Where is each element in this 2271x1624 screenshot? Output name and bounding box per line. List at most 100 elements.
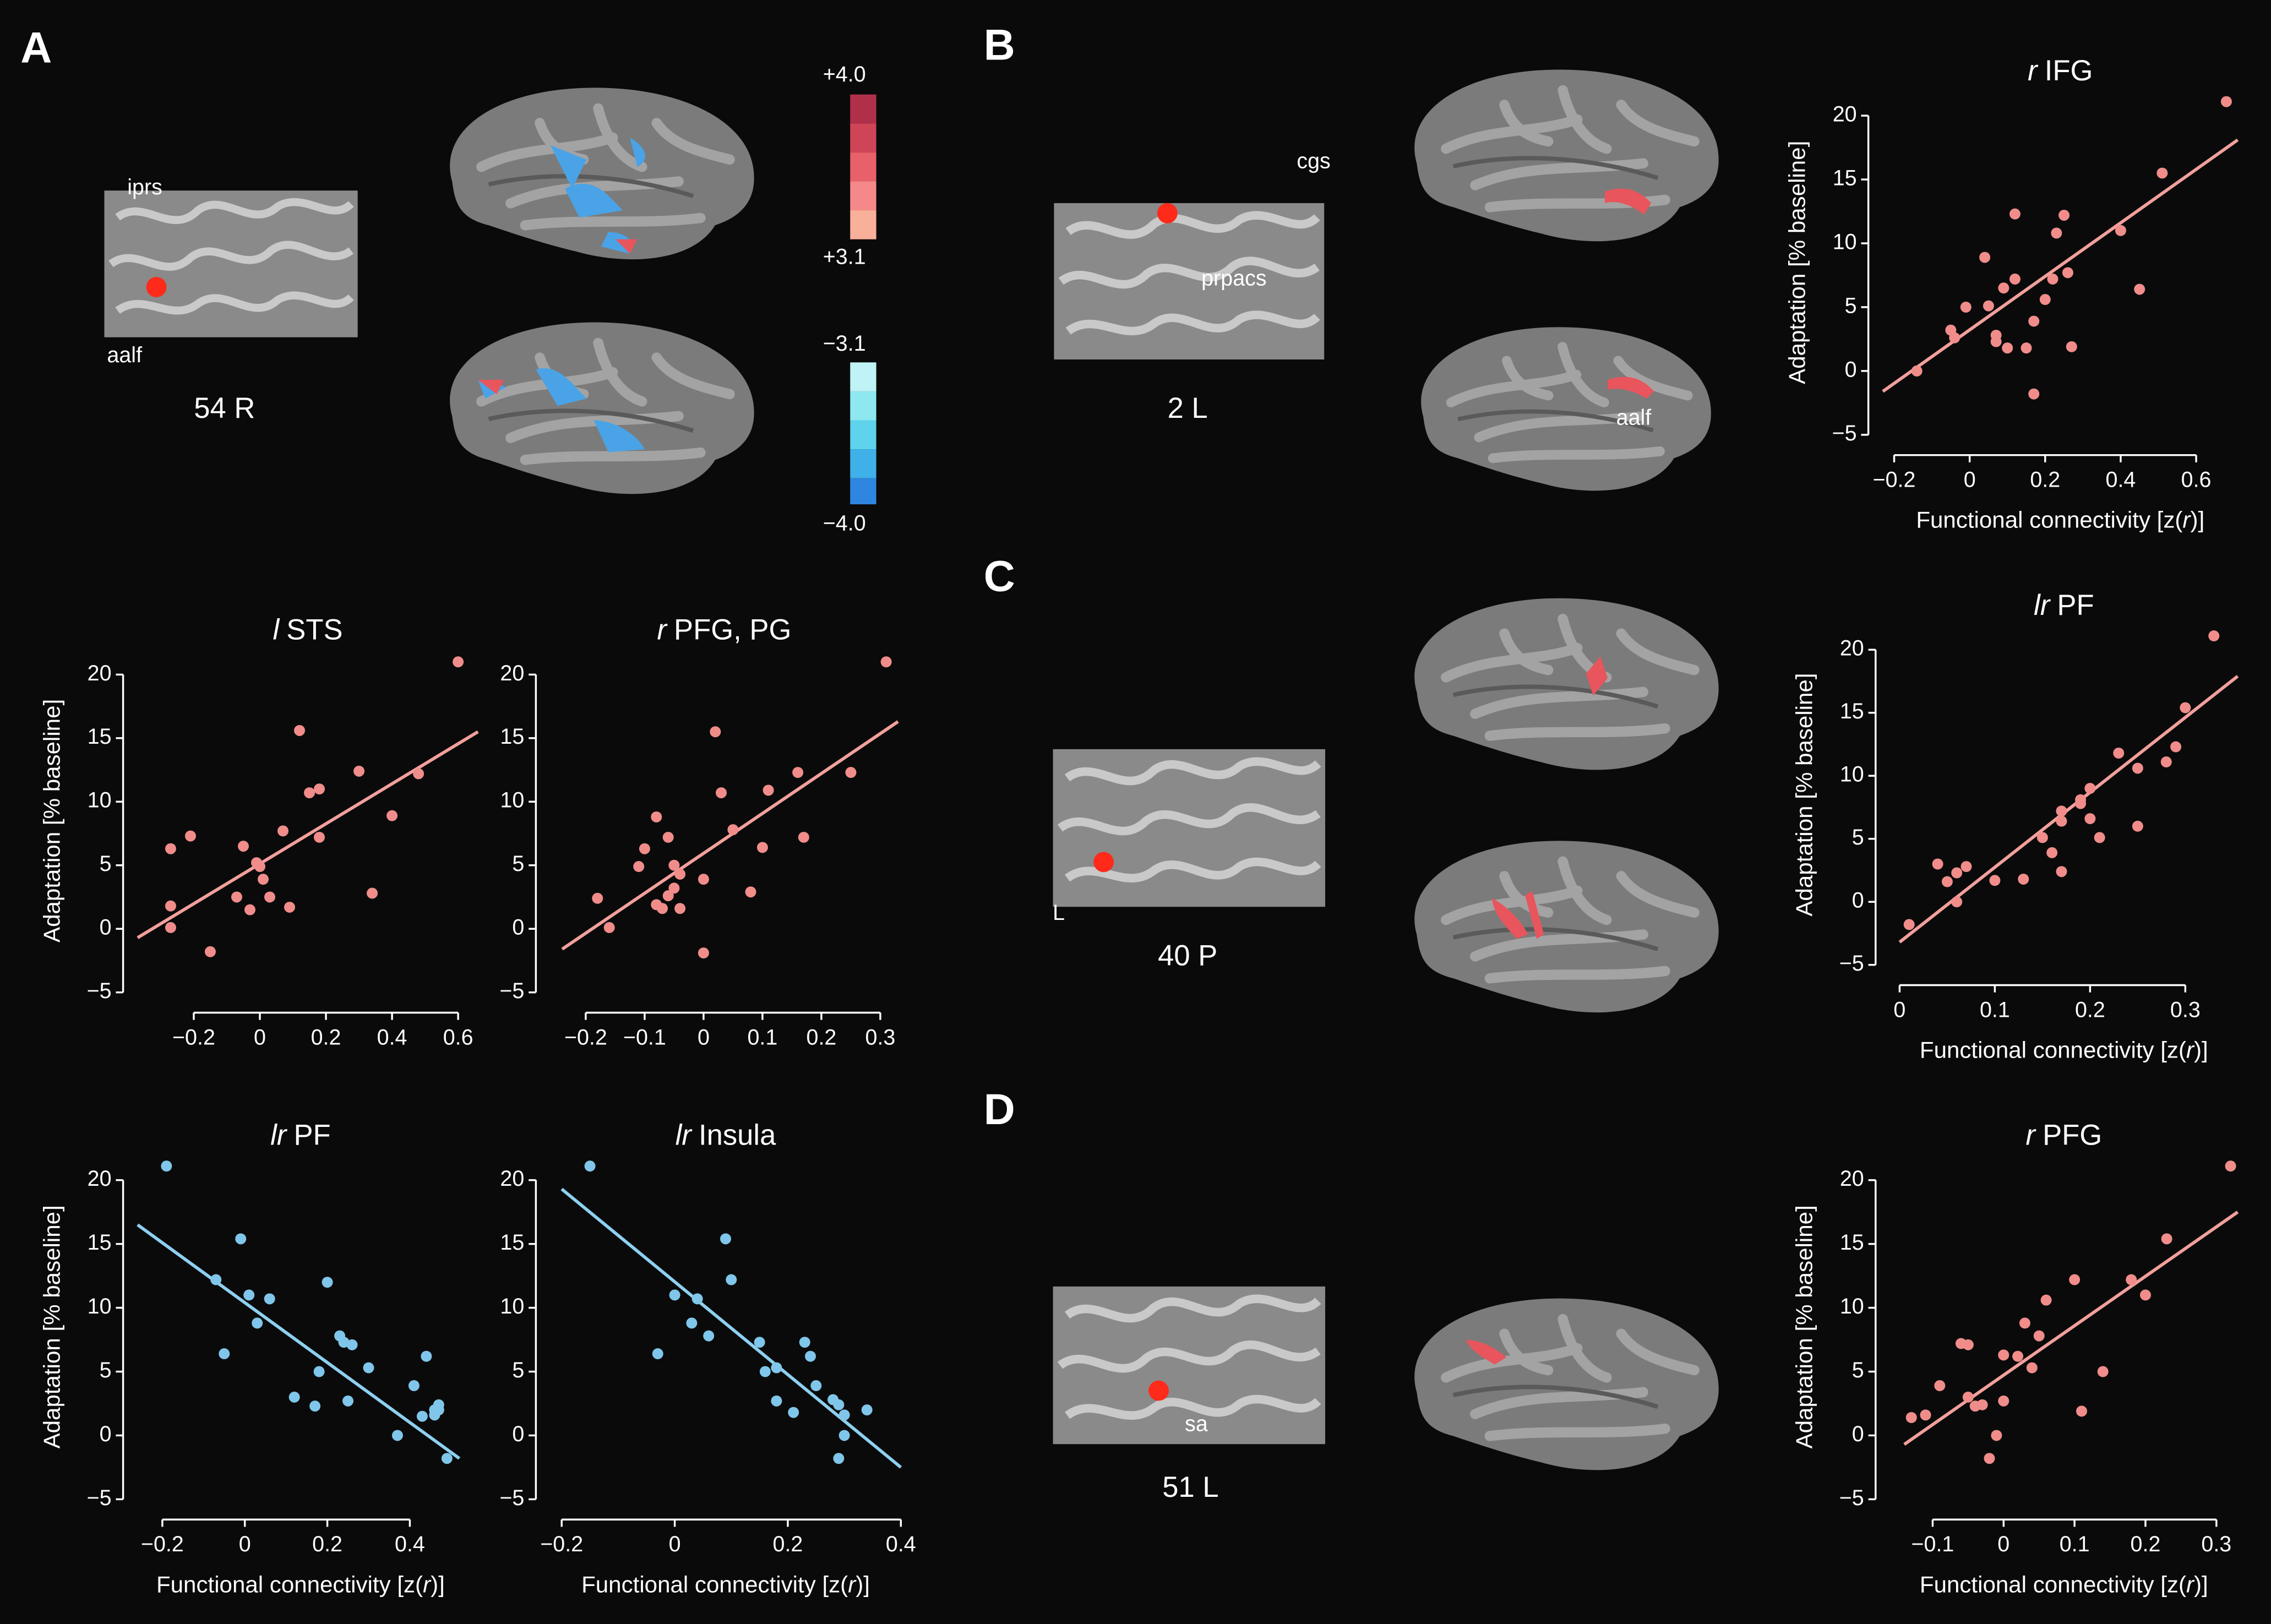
point — [2139, 1289, 2151, 1301]
y-tick-label: 5 — [1852, 825, 1864, 849]
y-axis-label: Adaptation [% baseline] — [1791, 1205, 1817, 1448]
point — [662, 890, 674, 902]
y-tick-label: −5 — [1839, 1486, 1864, 1510]
point — [2056, 866, 2067, 878]
x-tick-label: 0 — [239, 1532, 251, 1556]
title-text: Insula — [699, 1119, 776, 1152]
point — [2021, 342, 2032, 354]
point — [2132, 820, 2143, 832]
x-tick-label: 0.2 — [2030, 467, 2060, 492]
point — [838, 1430, 850, 1441]
point — [1941, 876, 1953, 887]
point — [633, 861, 645, 873]
x-tick-label: 0.4 — [377, 1025, 407, 1049]
y-tick-label: −5 — [87, 979, 112, 1003]
point — [759, 1366, 771, 1377]
point — [1998, 282, 2009, 294]
chart-title: lr PF — [2034, 589, 2094, 622]
point — [1905, 1412, 1917, 1424]
x-tick-label: −0.2 — [564, 1025, 607, 1049]
point — [314, 831, 325, 843]
point — [1998, 1349, 2009, 1361]
point — [165, 922, 176, 933]
point — [662, 831, 674, 843]
annotation: L — [1053, 901, 1065, 925]
y-tick-label: 5 — [512, 852, 524, 876]
x-label-part: r — [423, 1571, 432, 1597]
point — [657, 903, 668, 914]
panel-label: A — [20, 24, 52, 72]
y-tick-label: −5 — [87, 1486, 112, 1510]
point — [833, 1453, 845, 1464]
point — [2113, 748, 2125, 759]
x-tick-label: 0.3 — [2201, 1532, 2231, 1556]
title-italic: l — [273, 613, 280, 646]
point — [1979, 252, 1991, 263]
point — [727, 824, 739, 836]
y-tick-label: −5 — [499, 979, 524, 1003]
y-axis-label: Adaptation [% baseline] — [39, 699, 64, 942]
y-tick-label: 5 — [1845, 293, 1857, 318]
point — [243, 1289, 255, 1301]
x-tick-label: 0.3 — [2170, 998, 2201, 1022]
x-label-part: r — [848, 1571, 857, 1597]
y-tick-label: 20 — [500, 1167, 524, 1191]
point — [2047, 273, 2058, 285]
point — [2084, 783, 2096, 794]
point — [2046, 847, 2058, 858]
y-tick-label: 0 — [1845, 357, 1857, 382]
point — [2132, 762, 2143, 774]
point — [1990, 336, 2002, 347]
point — [433, 1404, 444, 1416]
point — [2160, 756, 2172, 768]
point — [763, 784, 774, 796]
point — [639, 843, 650, 854]
y-tick-label: −5 — [1832, 421, 1857, 445]
point — [792, 767, 804, 778]
panel-label: B — [984, 20, 1015, 69]
x-tick-label: 0.6 — [443, 1025, 473, 1049]
point — [698, 947, 709, 959]
x-tick-label: 0.2 — [773, 1532, 803, 1556]
point — [441, 1453, 453, 1464]
point — [264, 1293, 275, 1305]
x-axis-label: Functional connectivity [z(r)] — [156, 1571, 445, 1597]
point — [668, 859, 680, 871]
point — [2009, 208, 2021, 220]
point — [833, 1399, 845, 1410]
x-tick-label: 0 — [254, 1025, 266, 1049]
point — [1920, 1409, 1931, 1421]
point — [652, 1348, 663, 1360]
x-label-part: )] — [856, 1571, 870, 1597]
point — [2097, 1366, 2109, 1377]
y-tick-label: 10 — [1840, 762, 1864, 787]
point — [367, 887, 378, 899]
y-tick-label: 15 — [500, 1230, 524, 1255]
fit-line — [561, 720, 899, 951]
point — [1960, 301, 1972, 313]
point — [799, 1337, 810, 1348]
point — [810, 1380, 822, 1392]
chart-title: lr PF — [270, 1119, 331, 1152]
title-text: PFG — [2043, 1119, 2102, 1152]
point — [1962, 1339, 1974, 1350]
point — [845, 767, 857, 778]
point — [674, 903, 686, 914]
x-label-part: Functional connectivity [z( — [156, 1571, 423, 1597]
point — [313, 1366, 325, 1377]
point — [277, 825, 289, 837]
charts: −5 0 5 10 15 20 −0.2 0 0.2 0.4 0.6 l STS Adaptation [… — [39, 55, 2239, 1597]
x-tick-label: 0.4 — [2106, 467, 2136, 492]
x-tick-label: 0.2 — [312, 1532, 342, 1556]
x-tick-label: −0.1 — [1911, 1532, 1954, 1556]
title-text: IFG — [2045, 55, 2093, 87]
chart-title: r IFG — [2028, 55, 2093, 87]
point — [1991, 1430, 2002, 1441]
point — [1903, 919, 1915, 930]
fit-line — [137, 1223, 461, 1460]
point — [1932, 858, 1943, 870]
title-italic: r — [2028, 55, 2039, 87]
point — [651, 811, 662, 822]
point — [756, 842, 768, 853]
